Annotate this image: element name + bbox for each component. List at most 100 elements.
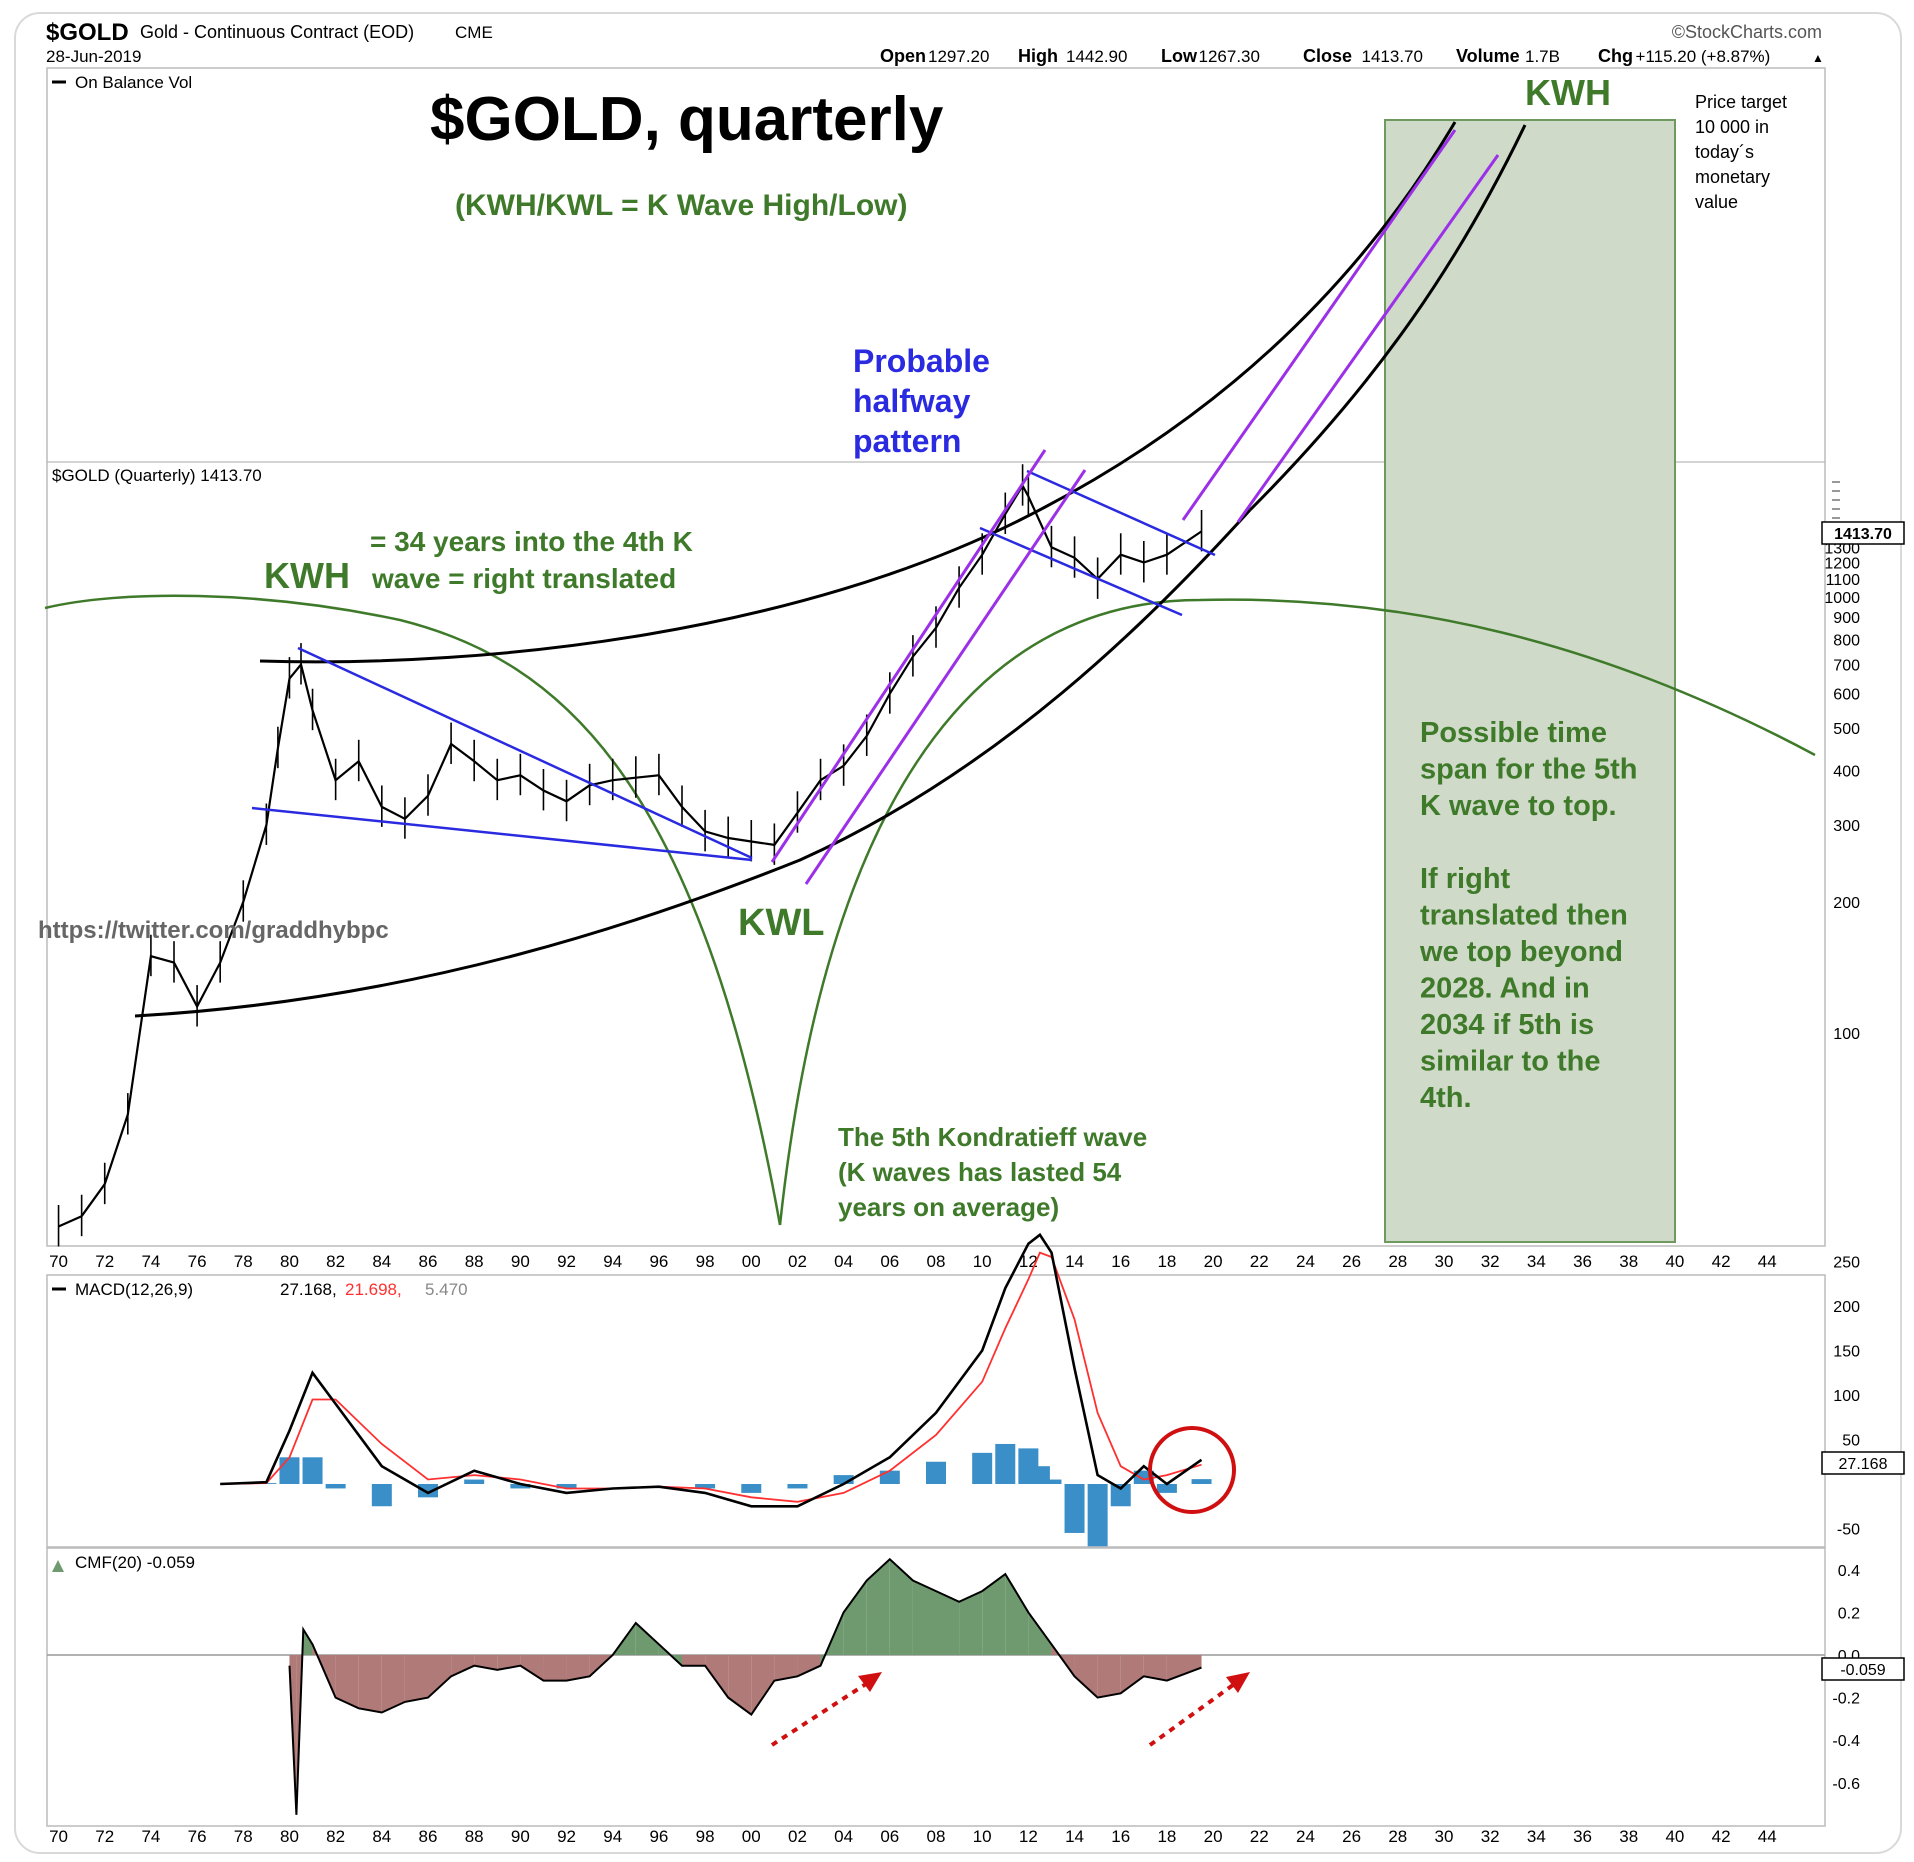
xtick-bottom: 30: [1435, 1827, 1454, 1846]
cmf-legend-icon: [52, 1560, 64, 1572]
xtick-bottom: 72: [95, 1827, 114, 1846]
xtick-top: 28: [1388, 1252, 1407, 1271]
triangle-upper-line: [297, 646, 753, 860]
xtick-top: 80: [280, 1252, 299, 1271]
macd-legend: MACD(12,26,9) 27.168, 21.698, 5.470: [52, 1280, 468, 1299]
ohlc-value: 1413.70: [1362, 47, 1423, 66]
obv-label: On Balance Vol: [75, 73, 192, 92]
cmf-legend: CMF(20) -0.059: [52, 1553, 195, 1572]
xtick-bottom: 28: [1388, 1827, 1407, 1846]
xtick-bottom: 12: [1019, 1827, 1038, 1846]
price-series-label: $GOLD (Quarterly) 1413.70: [52, 466, 262, 485]
annotations: $GOLD, quarterly (KWH/KWL = K Wave High/L…: [38, 72, 1787, 1222]
macd-ytick: 150: [1833, 1344, 1860, 1361]
cmf-area-segment: [682, 1655, 706, 1666]
time-span-line: If right: [1420, 863, 1511, 895]
xtick-bottom: 22: [1250, 1827, 1269, 1846]
halfway-line: pattern: [853, 423, 961, 459]
cmf-area-segment: [843, 1580, 867, 1655]
macd-hist-bar: [741, 1484, 762, 1493]
cmf-area-segment: [936, 1591, 960, 1655]
resistance-curve-upper: [259, 121, 1457, 664]
channel-ext-lower: [1236, 154, 1500, 523]
years-note-line: = 34 years into the 4th K: [370, 526, 693, 557]
macd-hist-bar: [371, 1484, 392, 1507]
macd-ytick: 250: [1833, 1255, 1860, 1272]
cmf-panel: [46, 1547, 1826, 1827]
price-last-box: [1821, 521, 1905, 545]
xtick-top: 26: [1342, 1252, 1361, 1271]
macd-hist-bar: [787, 1484, 808, 1489]
cmf-area-segment: [797, 1655, 821, 1677]
cmf-line: [288, 1557, 1202, 1815]
price-ytick: 400: [1833, 764, 1860, 781]
xtick-top: 82: [326, 1252, 345, 1271]
xtick-bottom: 18: [1157, 1827, 1176, 1846]
price-ytick: 1100: [1826, 572, 1861, 589]
xtick-top: 42: [1712, 1252, 1731, 1271]
xtick-top: 84: [372, 1252, 391, 1271]
xtick-bottom: 06: [880, 1827, 899, 1846]
xtick-bottom: 34: [1527, 1827, 1546, 1846]
channel-upper-line: [770, 449, 1047, 863]
xtick-bottom: 76: [188, 1827, 207, 1846]
price-ytick: 800: [1833, 632, 1860, 649]
xtick-top: 22: [1250, 1252, 1269, 1271]
cmf-area-segment: [1005, 1574, 1029, 1655]
cmf-ytick: 0.2: [1838, 1605, 1860, 1622]
xtick-bottom: 98: [696, 1827, 715, 1846]
price-ytick: 600: [1833, 687, 1860, 704]
xtick-bottom: 16: [1111, 1827, 1130, 1846]
ohlc-label: High: [1018, 46, 1058, 66]
time-span-line: span for the 5th: [1420, 754, 1638, 786]
xtick-bottom: 20: [1204, 1827, 1223, 1846]
macd-last-box: [1821, 1451, 1905, 1475]
time-span-line: similar to the: [1420, 1046, 1601, 1078]
macd-hist-bar: [1191, 1479, 1212, 1484]
macd-hist-bar: [1064, 1484, 1085, 1533]
price-last-value: 1413.70: [1834, 526, 1892, 543]
xtick-top: 44: [1758, 1252, 1777, 1271]
xtick-top: 76: [188, 1252, 207, 1271]
xtick-top: 86: [419, 1252, 438, 1271]
cmf-arrow-2-head: [1226, 1672, 1250, 1693]
macd-ytick: 100: [1833, 1388, 1860, 1405]
price-ytick: 200: [1833, 895, 1860, 912]
macd-cross-circle: [1148, 1426, 1236, 1514]
cmf-area-segment: [912, 1580, 936, 1655]
cmf-label: CMF(20) -0.059: [75, 1553, 195, 1572]
cmf-last-box: [1821, 1657, 1905, 1681]
cmf-area-segment: [959, 1591, 983, 1655]
xtick-top: 32: [1481, 1252, 1500, 1271]
cmf-area-segment: [728, 1655, 752, 1715]
cmf-area-segment: [751, 1655, 775, 1715]
time-span-line: 4th.: [1420, 1082, 1472, 1114]
xtick-top: 20: [1204, 1252, 1223, 1271]
macd-ytick: -50: [1837, 1522, 1860, 1539]
cmf-area-segment: [404, 1655, 428, 1702]
ohlc-label: Volume: [1456, 46, 1520, 66]
xtick-bottom: 92: [557, 1827, 576, 1846]
chart-subtitle: (KWH/KWL = K Wave High/Low): [455, 189, 907, 222]
xtick-bottom: 40: [1665, 1827, 1684, 1846]
macd-hist-bar: [833, 1475, 854, 1484]
brand-logo: ©StockCharts.com: [1672, 22, 1822, 42]
xtick-bottom: 96: [649, 1827, 668, 1846]
xtick-bottom: 42: [1712, 1827, 1731, 1846]
xtick-bottom: 08: [927, 1827, 946, 1846]
macd-hist-bar: [695, 1484, 716, 1489]
price-ytick: 300: [1833, 818, 1860, 835]
cmf-area-segment: [543, 1655, 567, 1681]
ohlc-value: 1442.90: [1066, 47, 1127, 66]
cmf-area-segment: [982, 1574, 1006, 1655]
xtick-bottom: 00: [742, 1827, 761, 1846]
cmf-area-segment: [1097, 1655, 1121, 1698]
support-curve-lower-ext: [1248, 124, 1527, 512]
fifth-wave-line: (K waves has lasted 54: [838, 1157, 1122, 1187]
xtick-top: 14: [1065, 1252, 1084, 1271]
cmf-area-segment: [1143, 1655, 1167, 1681]
channel-lower-line: [804, 469, 1087, 885]
channel-ext-upper: [1181, 129, 1457, 521]
macd-hist-bar: [879, 1470, 900, 1484]
cmf-series: 0.40.20.0-0.2-0.4-0.6-0.059: [47, 1557, 1905, 1815]
